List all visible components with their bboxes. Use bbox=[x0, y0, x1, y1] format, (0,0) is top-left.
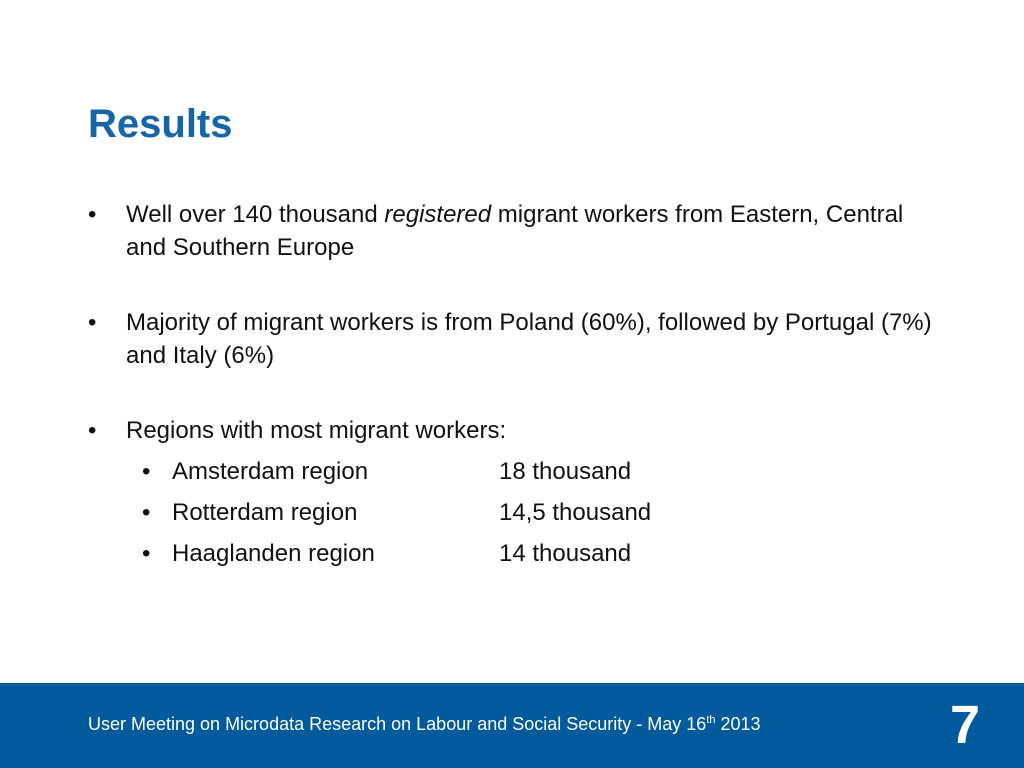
bullet-text-pre: Well over 140 thousand bbox=[126, 201, 385, 228]
footer-event-label: User Meeting on Microdata Research on La… bbox=[88, 714, 707, 734]
region-count: 14 thousand bbox=[499, 540, 632, 567]
bullet-dot: • bbox=[142, 540, 151, 567]
region-name: Haaglanden region bbox=[172, 540, 375, 567]
footer-text: User Meeting on Microdata Research on La… bbox=[88, 714, 761, 735]
bullet-text-emphasis: registered bbox=[384, 201, 492, 228]
page-number: 7 bbox=[949, 695, 980, 755]
sub-bullet-item: • Amsterdam region 18 thousand bbox=[142, 455, 948, 488]
footer-year: 2013 bbox=[715, 714, 761, 734]
bullet-text: Regions with most migrant workers: bbox=[126, 417, 507, 444]
bullet-item-2: • Majority of migrant workers is from Po… bbox=[88, 306, 948, 372]
region-name: Amsterdam region bbox=[172, 458, 369, 485]
bullet-dot: • bbox=[142, 499, 151, 526]
region-count: 14,5 thousand bbox=[499, 499, 652, 526]
bullet-dot: • bbox=[88, 201, 97, 228]
slide-title: Results bbox=[88, 102, 233, 146]
footer-bar: User Meeting on Microdata Research on La… bbox=[0, 683, 1024, 768]
sub-bullet-item: • Rotterdam region 14,5 thousand bbox=[142, 496, 948, 529]
bullet-dot: • bbox=[142, 458, 151, 485]
sub-bullet-list: • Amsterdam region 18 thousand • Rotterda… bbox=[126, 455, 948, 570]
bullet-item-1: • Well over 140 thousand registered migr… bbox=[88, 198, 948, 264]
bullet-list: • Well over 140 thousand registered migr… bbox=[88, 198, 948, 578]
bullet-dot: • bbox=[88, 309, 97, 336]
bullet-text-post: migrant workers from Eastern, Central an… bbox=[126, 201, 904, 261]
bullet-dot: • bbox=[88, 417, 97, 444]
bullet-text: Majority of migrant workers is from Pola… bbox=[126, 309, 932, 369]
bullet-item-3: • Regions with most migrant workers: • A… bbox=[88, 414, 948, 570]
footer-superscript: th bbox=[706, 714, 716, 726]
region-name: Rotterdam region bbox=[172, 499, 358, 526]
region-count: 18 thousand bbox=[499, 458, 632, 485]
sub-bullet-item: • Haaglanden region 14 thousand bbox=[142, 537, 948, 570]
